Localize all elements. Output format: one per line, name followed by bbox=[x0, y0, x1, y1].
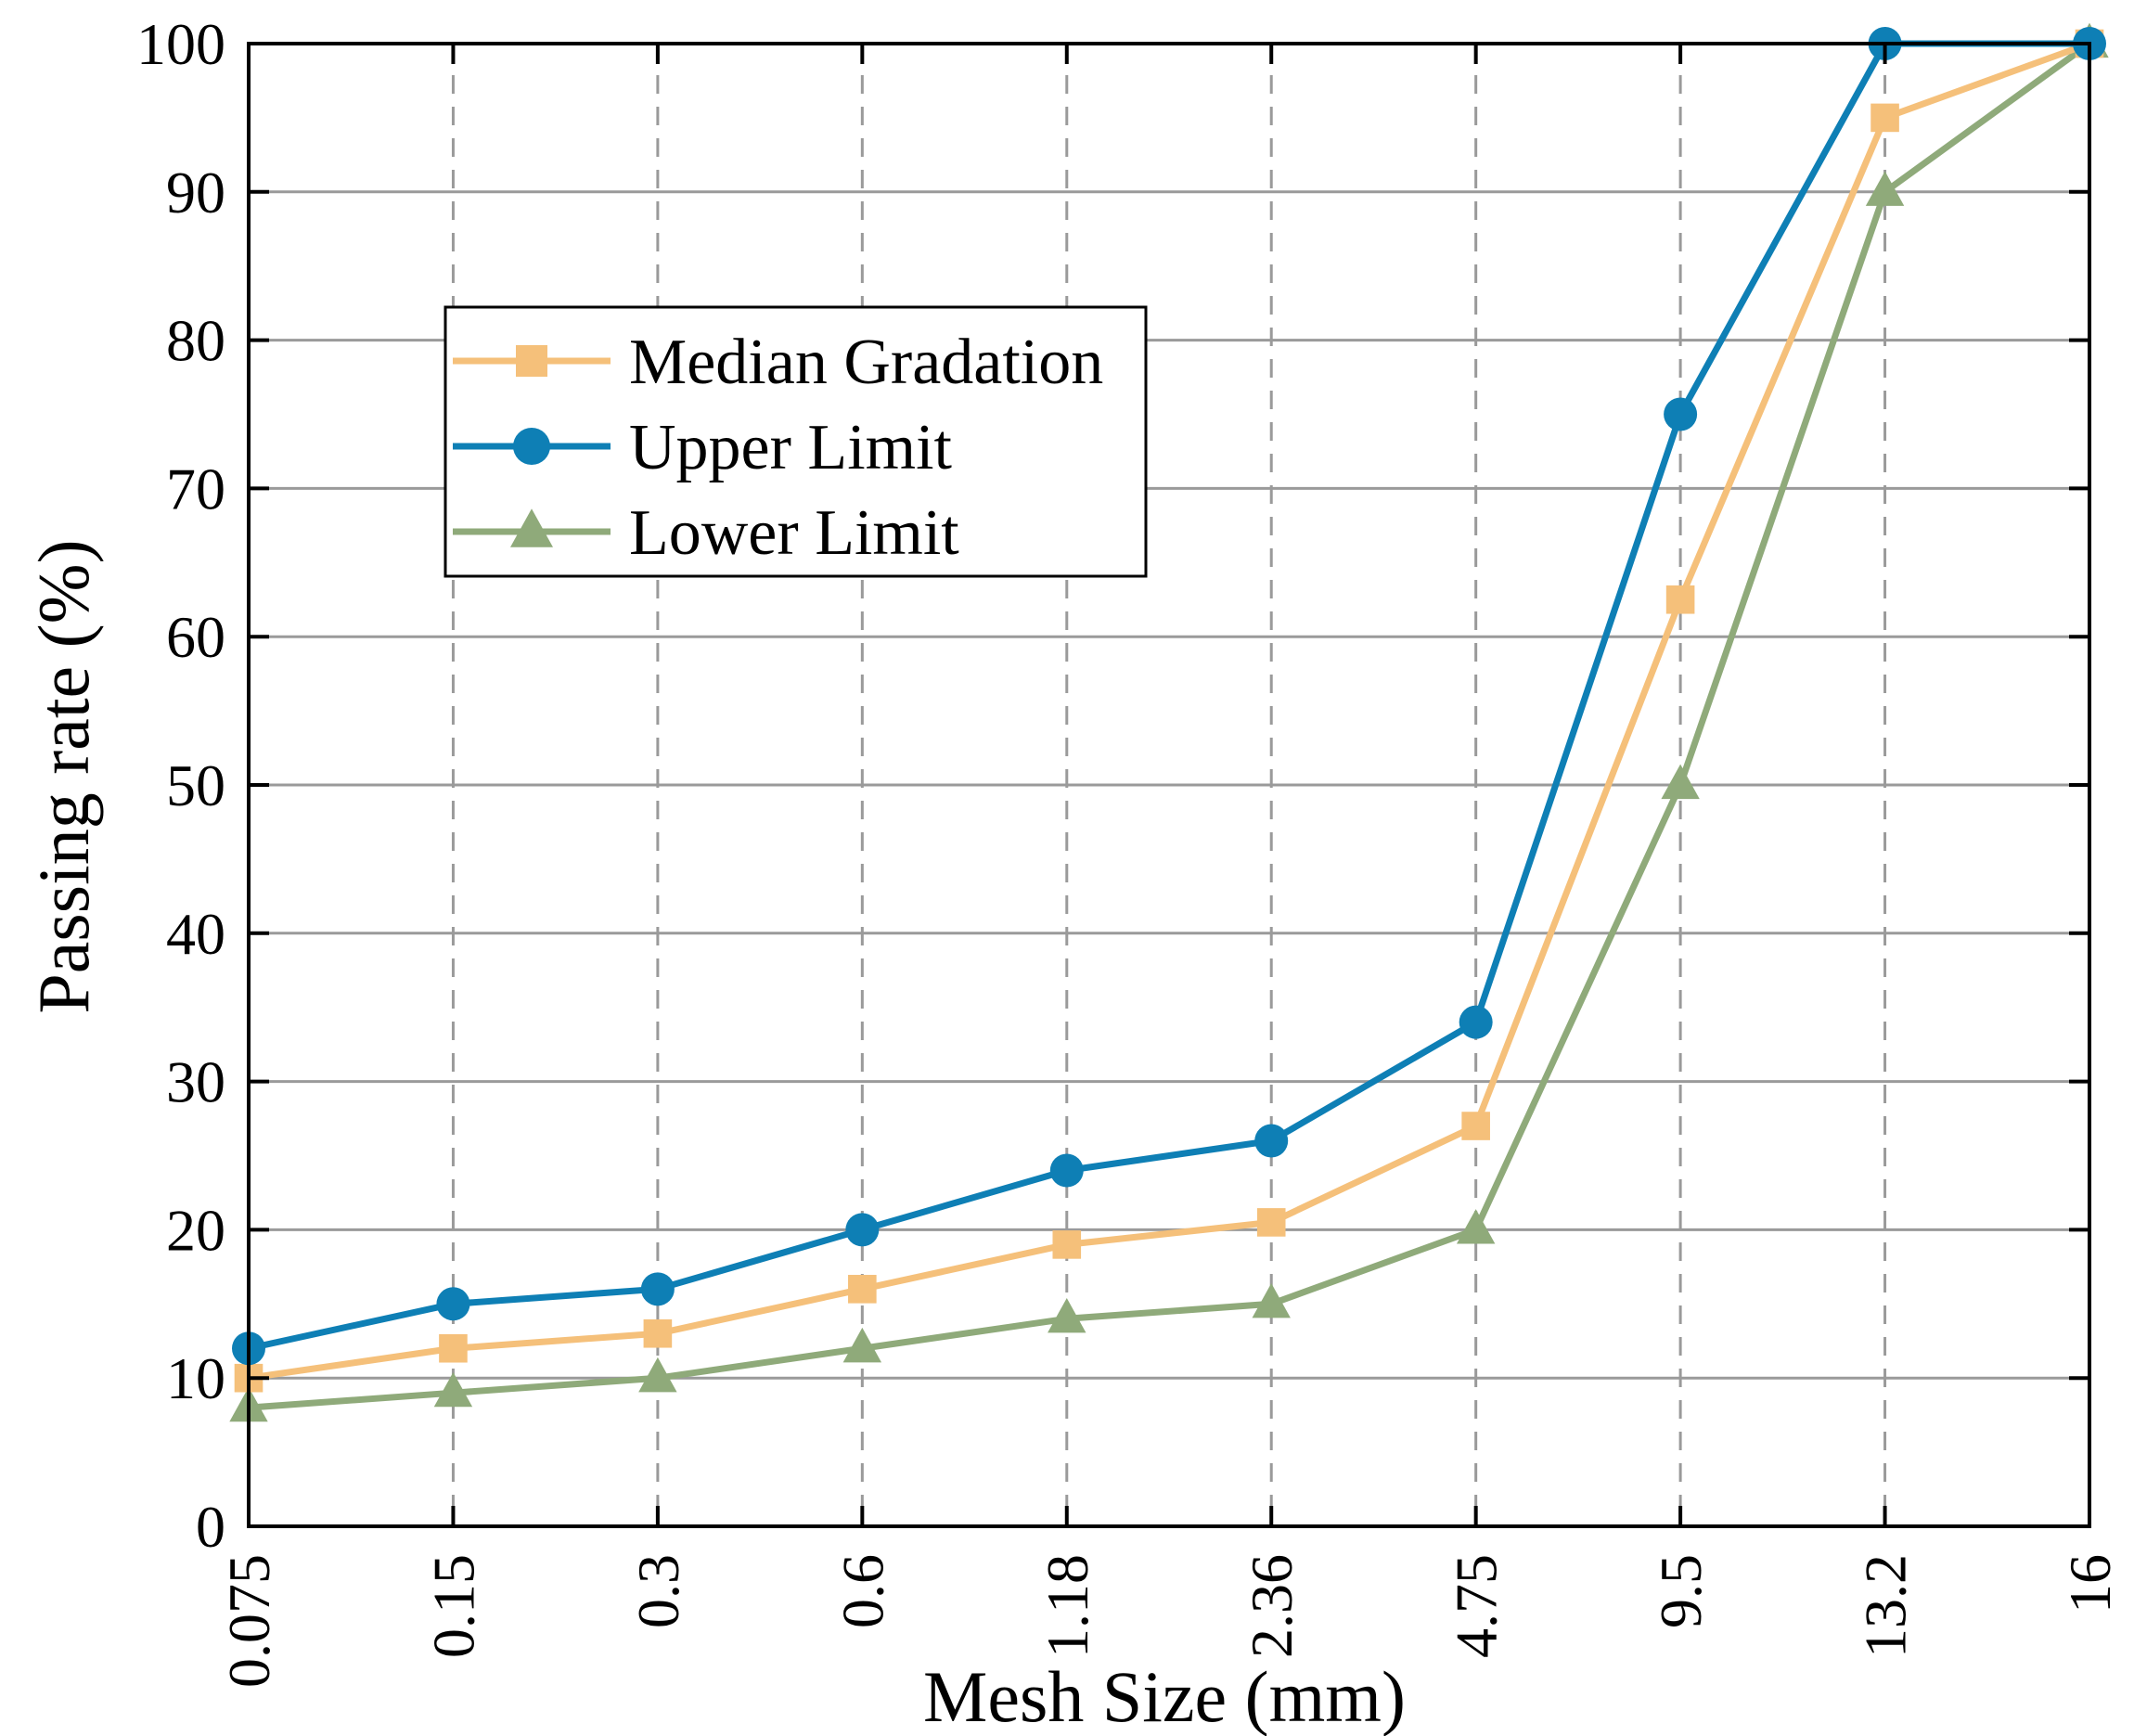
triangle-marker bbox=[842, 1327, 882, 1363]
square-marker bbox=[1870, 103, 1899, 133]
series-line bbox=[248, 41, 2092, 1411]
legend-label: Upper Limit bbox=[629, 412, 953, 483]
x-tick-label: 1.18 bbox=[1035, 1554, 1100, 1658]
series-line bbox=[248, 40, 2091, 1382]
triangle-marker bbox=[1661, 764, 1700, 800]
x-tick-label: 0.6 bbox=[829, 1554, 895, 1628]
y-tick-label: 70 bbox=[166, 456, 225, 521]
legend-label: Lower Limit bbox=[629, 497, 959, 569]
circle-marker bbox=[640, 1272, 675, 1306]
y-tick-label: 30 bbox=[166, 1049, 225, 1115]
square-marker bbox=[1256, 1208, 1286, 1237]
triangle-marker bbox=[1048, 1297, 1086, 1333]
circle-marker bbox=[1049, 1153, 1084, 1188]
y-tick-label: 100 bbox=[136, 11, 225, 77]
circle-marker bbox=[436, 1287, 470, 1321]
triangle-marker bbox=[1456, 1209, 1496, 1244]
legend: Median Gradation Upper Limit Lower Limit bbox=[444, 305, 1148, 578]
y-tick-label: 60 bbox=[166, 604, 225, 670]
x-tick-label: 4.75 bbox=[1444, 1554, 1510, 1658]
y-tick-label: 0 bbox=[196, 1494, 225, 1560]
legend-item: Upper Limit bbox=[453, 412, 953, 483]
legend-label: Median Gradation bbox=[629, 327, 1103, 398]
x-tick-label: 13.2 bbox=[1853, 1554, 1919, 1658]
series-line bbox=[248, 40, 2089, 1352]
series-upper-limit bbox=[232, 27, 2106, 1366]
series-lower-limit bbox=[229, 22, 2109, 1422]
square-marker bbox=[516, 345, 547, 377]
square-marker bbox=[643, 1318, 673, 1348]
x-tick-label: 0.3 bbox=[625, 1554, 691, 1628]
triangle-marker bbox=[1865, 171, 1905, 206]
square-marker bbox=[1461, 1112, 1490, 1140]
circle-marker bbox=[1459, 1005, 1493, 1039]
x-tick-label: 2.36 bbox=[1239, 1554, 1305, 1658]
y-tick-label: 20 bbox=[166, 1197, 225, 1263]
x-tick-label: 0.15 bbox=[420, 1554, 486, 1658]
legend-item: Median Gradation bbox=[453, 327, 1103, 398]
y-axis-label: Passing rate (%) bbox=[23, 539, 104, 1013]
y-tick-label: 80 bbox=[166, 308, 225, 374]
y-tick-label: 40 bbox=[166, 901, 225, 967]
circle-marker bbox=[1254, 1124, 1289, 1158]
square-marker bbox=[1052, 1230, 1082, 1259]
axis-ticks: 0 10 20 30 40 50 60 70 80 90 100 0.075 0.15 0.3 0.6 1.1… bbox=[136, 11, 2123, 1688]
square-marker bbox=[848, 1275, 877, 1304]
legend-item: Lower Limit bbox=[453, 497, 959, 569]
x-tick-label: 9.5 bbox=[1648, 1554, 1714, 1628]
series-lines bbox=[229, 22, 2109, 1422]
series-median-gradation bbox=[234, 29, 2104, 1393]
x-tick-label: 0.075 bbox=[216, 1554, 282, 1688]
triangle-marker bbox=[510, 508, 553, 547]
triangle-marker bbox=[1252, 1282, 1291, 1318]
circle-marker bbox=[845, 1213, 880, 1247]
circle-marker bbox=[1664, 397, 1698, 431]
circle-marker bbox=[513, 428, 550, 465]
y-tick-label: 90 bbox=[166, 160, 225, 225]
grid bbox=[249, 44, 2089, 1526]
square-marker bbox=[439, 1333, 468, 1363]
square-marker bbox=[1665, 585, 1695, 614]
triangle-marker bbox=[433, 1371, 473, 1408]
x-tick-label: 16 bbox=[2057, 1554, 2123, 1614]
triangle-marker bbox=[638, 1357, 677, 1393]
x-axis-label: Mesh Size (mm) bbox=[923, 1656, 1406, 1736]
y-tick-label: 10 bbox=[166, 1345, 225, 1411]
y-tick-label: 50 bbox=[166, 752, 225, 818]
